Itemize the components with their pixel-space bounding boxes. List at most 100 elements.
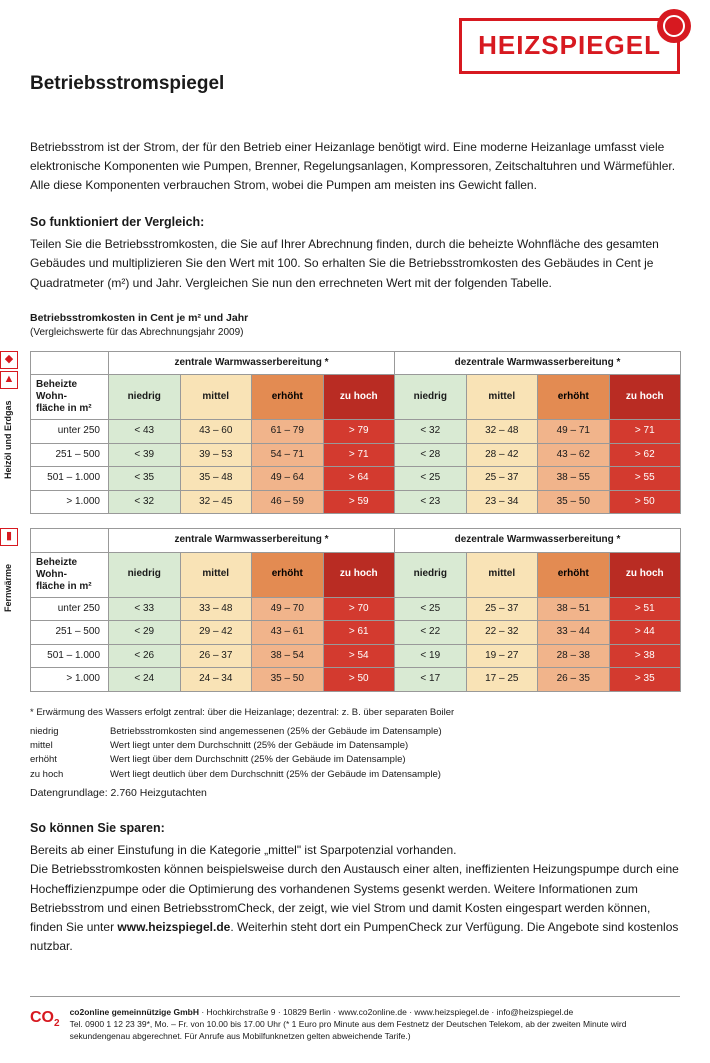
col-niedrig: niedrig bbox=[395, 552, 467, 597]
legend-key: erhöht bbox=[30, 753, 110, 767]
cell: < 33 bbox=[109, 597, 181, 621]
cell: > 64 bbox=[323, 467, 395, 491]
cell: > 51 bbox=[609, 597, 681, 621]
legend-row: mittelWert liegt unter dem Durchschnitt … bbox=[30, 739, 680, 753]
legend-row: erhöhtWert liegt über dem Durchschnitt (… bbox=[30, 753, 680, 767]
flame-icon: ▲ bbox=[0, 371, 18, 389]
cell: 26 – 37 bbox=[180, 644, 252, 668]
cell: 43 – 62 bbox=[538, 443, 610, 467]
cell: > 71 bbox=[609, 420, 681, 444]
group-zentral: zentrale Warmwasserbereitung * bbox=[109, 351, 395, 375]
cell: < 32 bbox=[395, 420, 467, 444]
vergleich-heading: So funktioniert der Vergleich: bbox=[30, 213, 680, 231]
kosten-subtitle: (Vergleichswerte für das Abrechnungsjahr… bbox=[30, 326, 680, 341]
cell: 19 – 27 bbox=[466, 644, 538, 668]
logo-text: HEIZSPIEGEL bbox=[478, 30, 661, 60]
row-label: 501 – 1.000 bbox=[31, 467, 109, 491]
datengrundlage: Datengrundlage: 2.760 Heizgutachten bbox=[30, 786, 680, 801]
col-erhoeht: erhöht bbox=[252, 552, 324, 597]
col-zuhoch: zu hoch bbox=[323, 375, 395, 420]
legend: niedrigBetriebsstromkosten sind angemess… bbox=[30, 725, 680, 782]
cell: > 79 bbox=[323, 420, 395, 444]
droplet-icon: ◆ bbox=[0, 351, 18, 369]
sparen-body: Bereits ab einer Einstufung in die Kateg… bbox=[30, 841, 680, 956]
cell: 49 – 70 bbox=[252, 597, 324, 621]
col-wohnflaeche: Beheizte Wohn-fläche in m² bbox=[31, 552, 109, 597]
row-label: 251 – 500 bbox=[31, 443, 109, 467]
cell: < 43 bbox=[109, 420, 181, 444]
cell: 61 – 79 bbox=[252, 420, 324, 444]
radiator-icon: ▮ bbox=[0, 528, 18, 546]
kosten-title: Betriebsstromkosten in Cent je m² und Ja… bbox=[30, 311, 680, 326]
cell: > 38 bbox=[609, 644, 681, 668]
cell: 39 – 53 bbox=[180, 443, 252, 467]
cell: 54 – 71 bbox=[252, 443, 324, 467]
cell: > 70 bbox=[323, 597, 395, 621]
cell: < 39 bbox=[109, 443, 181, 467]
cell: > 54 bbox=[323, 644, 395, 668]
col-erhoeht: erhöht bbox=[538, 375, 610, 420]
table-row: unter 250< 3333 – 4849 – 70> 70< 2525 – … bbox=[31, 597, 681, 621]
sparen-heading: So können Sie sparen: bbox=[30, 819, 680, 837]
legend-key: zu hoch bbox=[30, 768, 110, 782]
col-niedrig: niedrig bbox=[109, 375, 181, 420]
cell: 38 – 55 bbox=[538, 467, 610, 491]
cell: > 71 bbox=[323, 443, 395, 467]
col-niedrig: niedrig bbox=[109, 552, 181, 597]
legend-row: niedrigBetriebsstromkosten sind angemess… bbox=[30, 725, 680, 739]
cell: 35 – 48 bbox=[180, 467, 252, 491]
cell: > 50 bbox=[323, 668, 395, 692]
footnote: * Erwärmung des Wassers erfolgt zentral:… bbox=[30, 706, 680, 719]
cell: 46 – 59 bbox=[252, 490, 324, 514]
legend-desc: Wert liegt unter dem Durchschnitt (25% d… bbox=[110, 739, 408, 753]
group-dezentral: dezentrale Warmwasserbereitung * bbox=[395, 351, 681, 375]
co2online-logo-icon: CO2 bbox=[30, 1007, 60, 1031]
table-row: 501 – 1.000< 3535 – 4849 – 64> 64< 2525 … bbox=[31, 467, 681, 491]
cell: < 19 bbox=[395, 644, 467, 668]
page-title: Betriebsstromspiegel bbox=[30, 70, 680, 98]
cell: 29 – 42 bbox=[180, 621, 252, 645]
table-row: 501 – 1.000< 2626 – 3738 – 54> 54< 1919 … bbox=[31, 644, 681, 668]
cell: 32 – 45 bbox=[180, 490, 252, 514]
cell: 33 – 48 bbox=[180, 597, 252, 621]
cell: > 50 bbox=[609, 490, 681, 514]
row-label: 501 – 1.000 bbox=[31, 644, 109, 668]
cell: 25 – 37 bbox=[466, 467, 538, 491]
cell: 28 – 42 bbox=[466, 443, 538, 467]
col-zuhoch: zu hoch bbox=[609, 552, 681, 597]
cell: 32 – 48 bbox=[466, 420, 538, 444]
cell: 28 – 38 bbox=[538, 644, 610, 668]
cell: 17 – 25 bbox=[466, 668, 538, 692]
col-wohnflaeche: Beheizte Wohn-fläche in m² bbox=[31, 375, 109, 420]
col-niedrig: niedrig bbox=[395, 375, 467, 420]
cell: 49 – 64 bbox=[252, 467, 324, 491]
table-row: > 1.000< 2424 – 3435 – 50> 50< 1717 – 25… bbox=[31, 668, 681, 692]
cell: 23 – 34 bbox=[466, 490, 538, 514]
col-zuhoch: zu hoch bbox=[609, 375, 681, 420]
side-label-heizoel: Heizöl und Erdgas bbox=[2, 395, 15, 485]
row-label: unter 250 bbox=[31, 420, 109, 444]
cell: 35 – 50 bbox=[252, 668, 324, 692]
cell: 33 – 44 bbox=[538, 621, 610, 645]
cell: > 62 bbox=[609, 443, 681, 467]
cell: < 22 bbox=[395, 621, 467, 645]
cell: > 59 bbox=[323, 490, 395, 514]
cell: < 32 bbox=[109, 490, 181, 514]
cell: 26 – 35 bbox=[538, 668, 610, 692]
table-row: 251 – 500< 3939 – 5354 – 71> 71< 2828 – … bbox=[31, 443, 681, 467]
col-mittel: mittel bbox=[180, 375, 252, 420]
max-seal-icon bbox=[657, 9, 691, 43]
col-zuhoch: zu hoch bbox=[323, 552, 395, 597]
cell: 24 – 34 bbox=[180, 668, 252, 692]
footer: CO2 co2online gemeinnützige GmbH · Hochk… bbox=[30, 996, 680, 1043]
table-fernwaerme: ▮ Fernwärme zentrale Warmwasserbereitung… bbox=[30, 528, 680, 692]
col-erhoeht: erhöht bbox=[538, 552, 610, 597]
cell: 38 – 51 bbox=[538, 597, 610, 621]
table-row: 251 – 500< 2929 – 4243 – 61> 61< 2222 – … bbox=[31, 621, 681, 645]
row-label: 251 – 500 bbox=[31, 621, 109, 645]
legend-key: niedrig bbox=[30, 725, 110, 739]
legend-key: mittel bbox=[30, 739, 110, 753]
group-dezentral: dezentrale Warmwasserbereitung * bbox=[395, 529, 681, 553]
col-mittel: mittel bbox=[180, 552, 252, 597]
cell: > 55 bbox=[609, 467, 681, 491]
